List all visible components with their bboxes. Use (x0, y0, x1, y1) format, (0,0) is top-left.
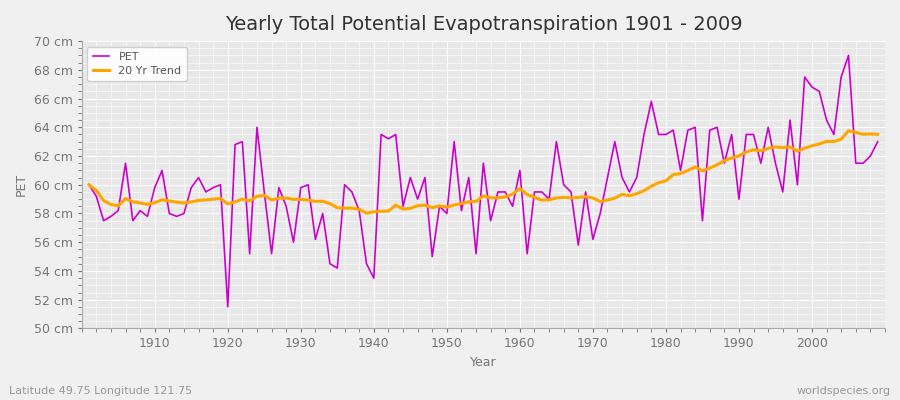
20 Yr Trend (142, 202, 153, 207)
PET (310, 237, 320, 242)
20 Yr Trend (609, 196, 620, 200)
20 Yr Trend (515, 186, 526, 191)
PET (515, 168, 526, 173)
PET (843, 53, 854, 58)
PET (872, 139, 883, 144)
20 Yr Trend (522, 192, 533, 197)
20 Yr Trend (843, 128, 854, 133)
Title: Yearly Total Potential Evapotranspiration 1901 - 2009: Yearly Total Potential Evapotranspiratio… (224, 15, 742, 34)
Text: worldspecies.org: worldspecies.org (796, 386, 891, 396)
PET (84, 182, 94, 187)
PET (222, 304, 233, 309)
20 Yr Trend (302, 198, 313, 202)
Line: PET: PET (89, 56, 878, 307)
PET (354, 208, 364, 213)
X-axis label: Year: Year (470, 356, 497, 369)
20 Yr Trend (84, 182, 94, 187)
Line: 20 Yr Trend: 20 Yr Trend (89, 131, 878, 213)
PET (142, 214, 153, 219)
Legend: PET, 20 Yr Trend: PET, 20 Yr Trend (87, 47, 187, 81)
20 Yr Trend (361, 211, 372, 216)
20 Yr Trend (872, 132, 883, 137)
Y-axis label: PET: PET (15, 173, 28, 196)
PET (609, 139, 620, 144)
Text: Latitude 49.75 Longitude 121.75: Latitude 49.75 Longitude 121.75 (9, 386, 192, 396)
PET (522, 251, 533, 256)
20 Yr Trend (346, 206, 357, 210)
